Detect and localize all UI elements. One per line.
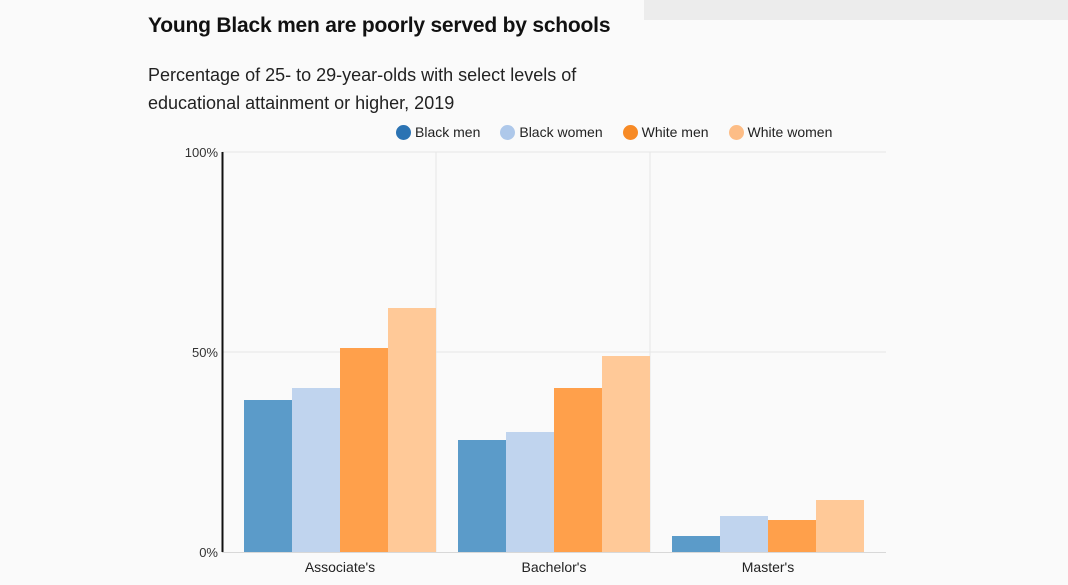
bar-white-men-masters bbox=[768, 520, 816, 552]
bar-black-men-masters bbox=[672, 536, 720, 552]
legend-label: White women bbox=[747, 124, 833, 140]
legend-swatch bbox=[728, 124, 744, 140]
legend-swatch bbox=[622, 124, 638, 140]
bar-white-women-bachelors bbox=[602, 356, 650, 552]
chart-title: Young Black men are poorly served by sch… bbox=[148, 14, 611, 37]
bar-black-women-masters bbox=[720, 516, 768, 552]
top-strip bbox=[644, 0, 1068, 20]
y-tick-label: 0% bbox=[199, 545, 218, 560]
y-tick-label: 100% bbox=[185, 145, 219, 160]
bar-white-women-associates bbox=[388, 308, 436, 552]
legend-swatch bbox=[396, 124, 411, 140]
bar-white-women-masters bbox=[816, 500, 864, 552]
x-tick-label: Associate's bbox=[305, 559, 375, 575]
bar-white-men-bachelors bbox=[554, 388, 602, 552]
chart-legend: Black men Black women White men White women bbox=[396, 124, 832, 140]
legend-item-white-women: White women bbox=[728, 124, 833, 140]
legend-item-white-men: White men bbox=[622, 124, 709, 140]
bar-black-women-associates bbox=[292, 388, 340, 552]
legend-label: Black women bbox=[519, 124, 603, 140]
y-tick-label: 50% bbox=[192, 345, 218, 360]
legend-swatch bbox=[500, 124, 516, 140]
legend-label: Black men bbox=[415, 124, 481, 140]
bar-black-men-bachelors bbox=[458, 440, 506, 552]
bar-black-men-associates bbox=[244, 400, 292, 552]
x-tick-label: Bachelor's bbox=[522, 559, 587, 575]
legend-label: White men bbox=[641, 124, 709, 140]
legend-item-black-men: Black men bbox=[396, 124, 480, 140]
bar-white-men-associates bbox=[340, 348, 388, 552]
bar-black-women-bachelors bbox=[506, 432, 554, 552]
x-tick-label: Master's bbox=[742, 559, 794, 575]
chart-subtitle: Percentage of 25- to 29-year-olds with s… bbox=[148, 65, 577, 113]
legend-item-black-women: Black women bbox=[500, 124, 603, 140]
